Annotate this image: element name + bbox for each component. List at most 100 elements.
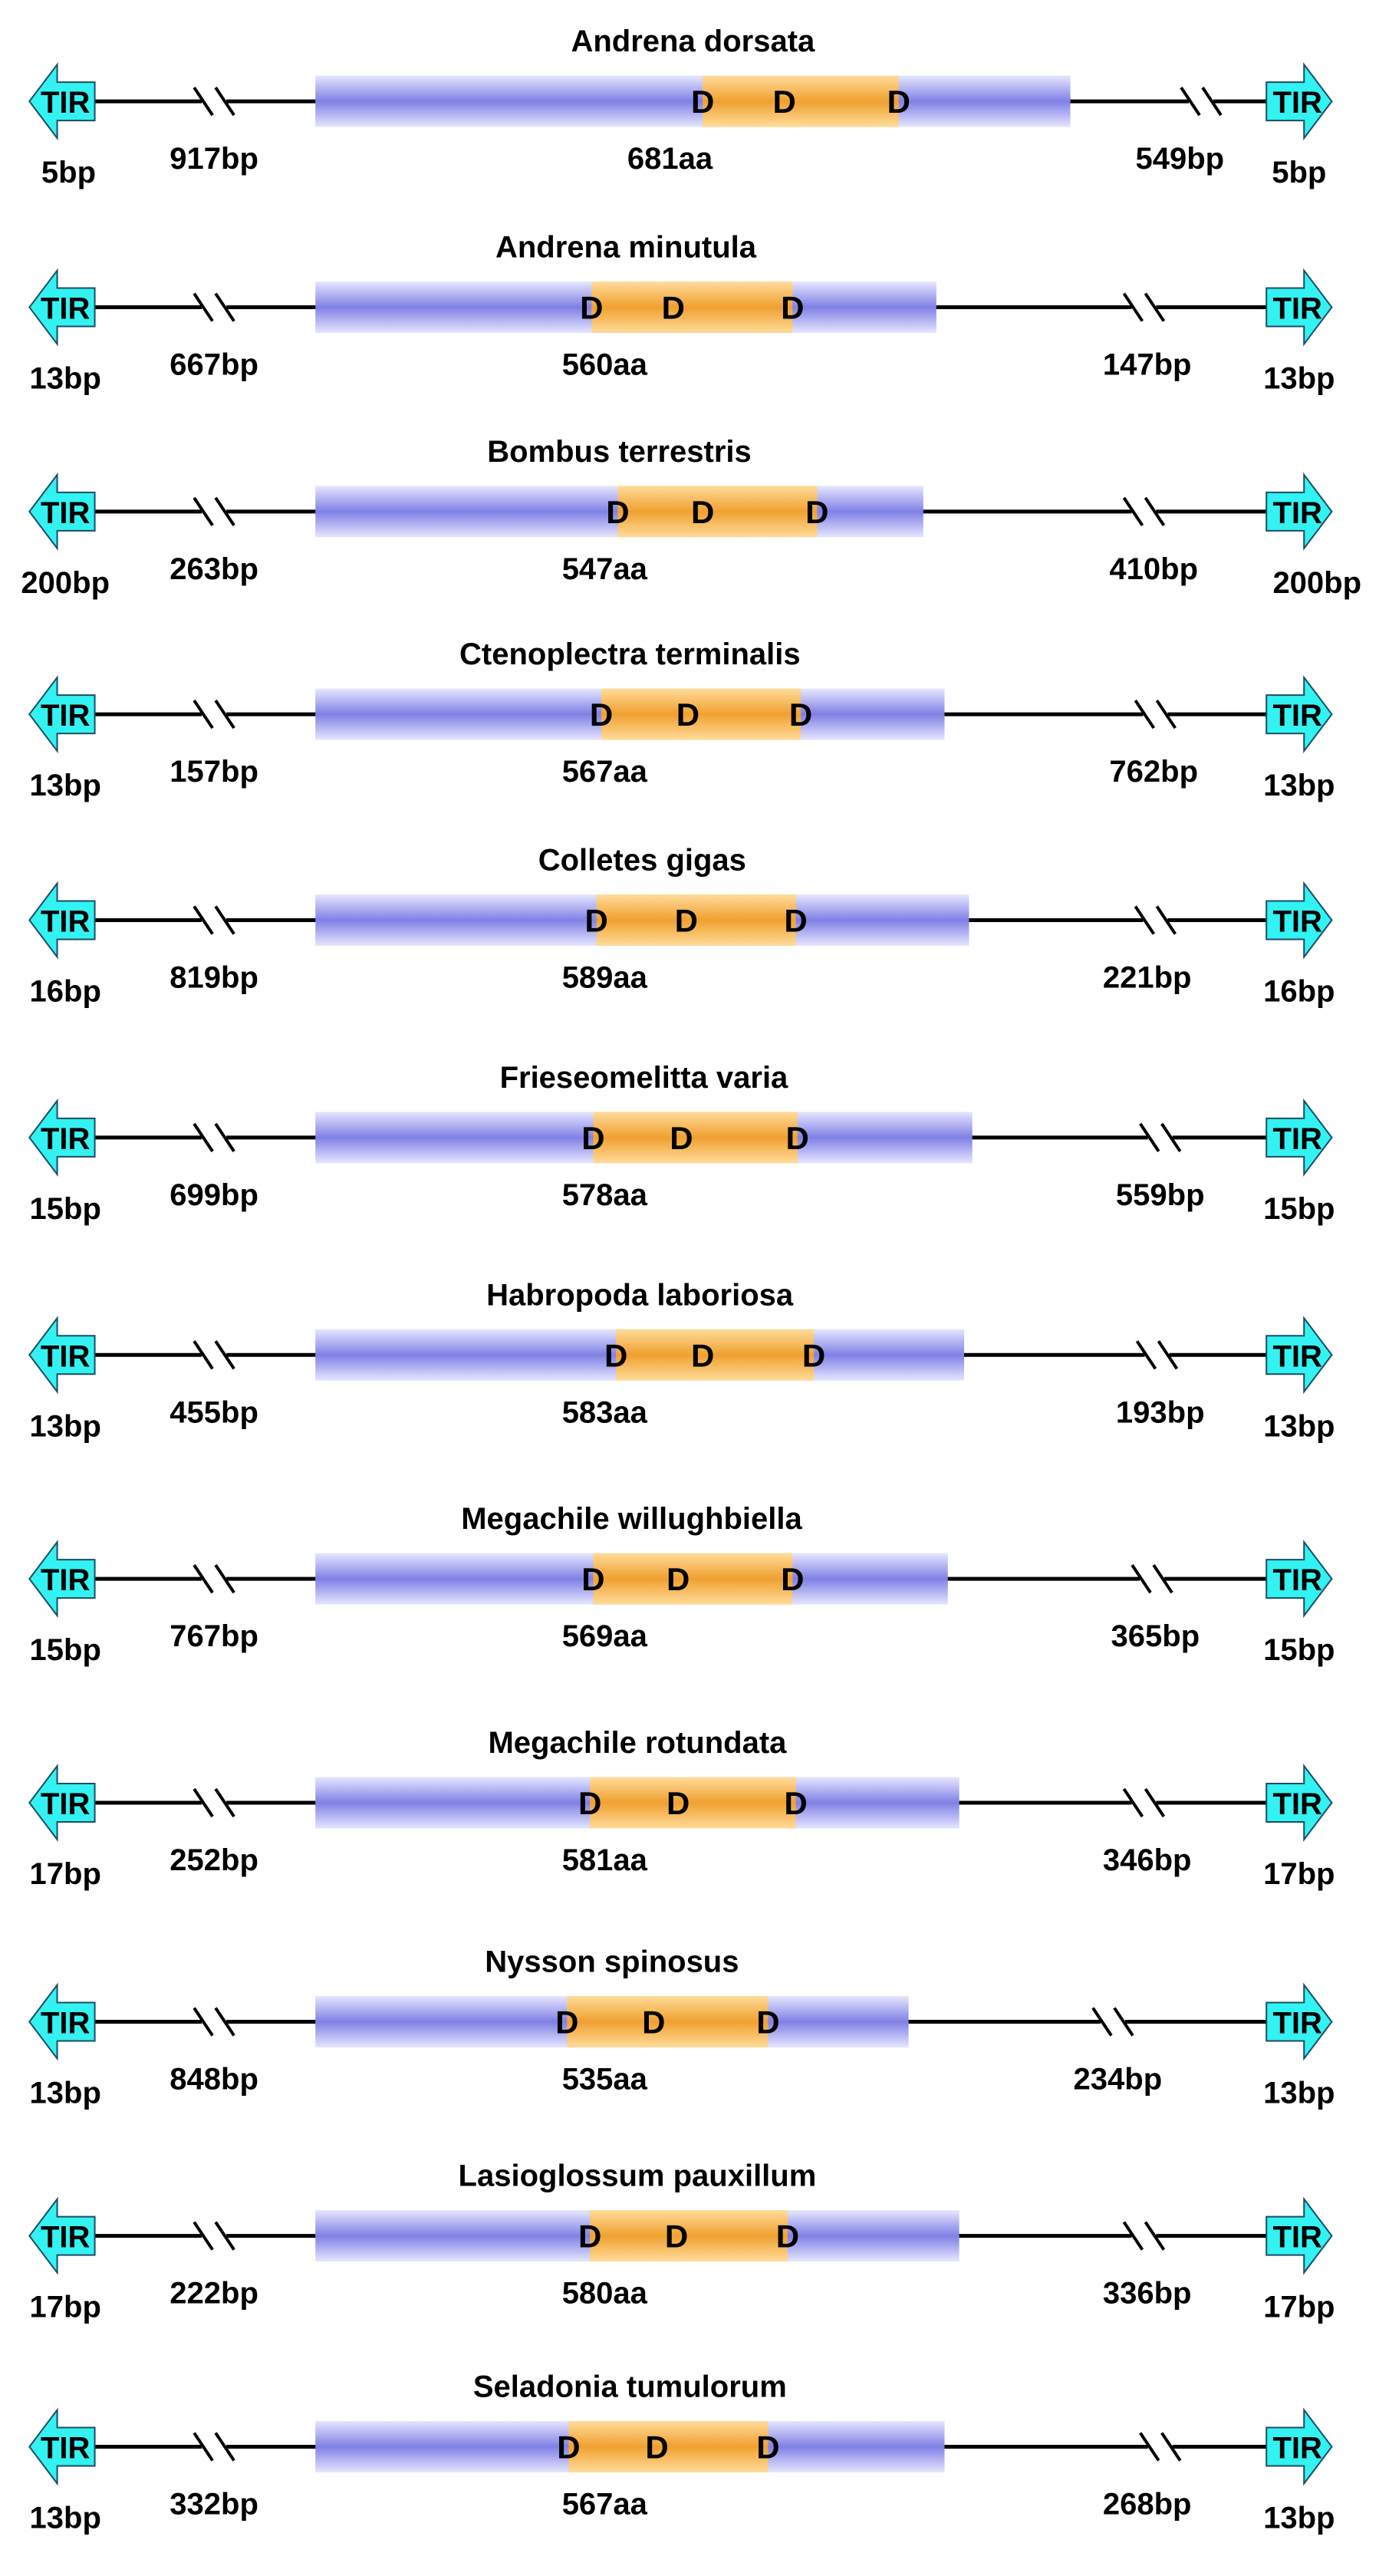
species-title: Lasioglossum pauxillum [459,2159,817,2193]
orf-length-label: 580aa [562,2277,648,2311]
break-gap [202,1123,227,1151]
ddd-domain-box [591,282,793,334]
residue-d-second: D [676,697,699,733]
break-gap [202,1341,227,1369]
tir-label-right: TIR [1272,1122,1322,1156]
tir-arrow-left [28,675,96,754]
tir-length-left: 13bp [30,1409,101,1443]
tir-length-left: 5bp [41,156,96,189]
break-slash [1122,292,1144,322]
utr5-length-label: 222bp [170,2277,258,2311]
tir-label-left: TIR [41,292,91,326]
species-title: Andrena minutula [495,231,757,265]
tir-label-right: TIR [1272,1563,1322,1597]
orf-length-label: 583aa [562,1395,648,1429]
break-slash [214,2221,235,2251]
tir-label-right: TIR [1272,2431,1322,2465]
break-slash [214,1787,235,1818]
break-mark-3prime [1122,1787,1166,1818]
species-title: Megachile willughbiella [461,1502,802,1536]
break-slash [1155,905,1177,935]
break-gap [202,293,227,321]
tir-arrow-left [28,2407,96,2486]
tir-arrow-right [1266,881,1333,960]
residue-d-first: D [557,2429,580,2465]
element-row: Andrena dorsata D D D TIR TIR 5bp 917bp 681aa 549… [28,25,1333,189]
break-gap [1147,1123,1173,1151]
tir-label-left: TIR [41,496,91,530]
utr3-length-label: 559bp [1116,1178,1205,1212]
ddd-domain-box [601,688,801,740]
break-slash [214,2432,235,2462]
tir-label-right: TIR [1272,1339,1322,1373]
break-gap [202,87,227,116]
break-slash [1180,86,1201,117]
orf-length-label: 560aa [562,348,648,382]
tir-length-right: 17bp [1263,1857,1335,1891]
tir-length-right: 16bp [1263,975,1335,1009]
break-slash [1122,2221,1144,2251]
utr3-length-label: 336bp [1103,2277,1192,2311]
break-gap [202,2222,227,2250]
residue-d-first: D [581,1561,604,1597]
tir-length-left: 13bp [30,2077,101,2110]
break-gap [202,2433,227,2461]
utr3-length-label: 346bp [1103,1843,1192,1877]
tir-arrow-left [28,1982,96,2061]
element-row: Seladonia tumulorum D D D TIR TIR 13bp 332bp 567… [28,2370,1335,2535]
break-gap [1131,497,1157,525]
break-slash [1144,496,1166,526]
tir-length-right: 200bp [1272,566,1361,600]
utr3-length-label: 410bp [1109,552,1198,586]
species-title: Megachile rotundata [488,1726,787,1760]
residue-d-third: D [887,84,910,120]
ddd-domain-box [617,486,818,538]
utr5-length-label: 819bp [170,961,258,995]
residue-d-third: D [789,697,812,733]
element-row: Colletes gigas D D D TIR TIR 16bp 819bp 589aa 221… [28,844,1335,1009]
break-slash [214,86,235,117]
residue-d-third: D [781,290,804,326]
break-mark-5prime [193,2007,235,2037]
tir-length-left: 13bp [30,769,101,802]
break-gap [1131,1789,1157,1817]
break-slash [1155,699,1177,730]
break-mark-5prime [193,905,235,935]
utr3-length-label: 365bp [1111,1619,1200,1653]
element-row: Andrena minutula D D D TIR TIR 13bp 667bp 560aa 1… [28,231,1335,396]
break-mark-3prime [1139,1122,1182,1152]
residue-d-second: D [667,1785,690,1821]
residue-d-first: D [555,2004,578,2041]
utr3-length-label: 268bp [1103,2487,1192,2521]
utr5-length-label: 848bp [170,2063,258,2097]
tir-label-left: TIR [41,699,91,733]
ddd-domain-box [568,2420,769,2472]
break-slash [1091,2007,1113,2037]
tir-arrow-left [28,2196,96,2275]
break-slash [1131,1564,1152,1594]
break-mark-5prime [193,1787,235,1818]
utr5-length-label: 699bp [170,1178,258,1212]
tir-arrow-left [28,268,96,347]
break-slash [1160,1122,1182,1152]
break-mark-5prime [193,1564,235,1594]
residue-d-second: D [773,84,796,120]
residue-d-third: D [776,2219,799,2255]
break-gap [1144,1341,1170,1369]
break-mark-5prime [193,496,235,526]
tir-length-right: 13bp [1263,362,1335,396]
tir-length-right: 13bp [1263,769,1335,802]
utr5-length-label: 252bp [170,1843,258,1877]
residue-d-first: D [606,494,629,530]
residue-d-first: D [590,697,613,733]
break-gap [1100,2008,1125,2036]
break-slash [193,2007,214,2037]
utr3-length-label: 549bp [1135,142,1224,176]
tir-arrow-right [1266,62,1333,141]
tir-length-left: 200bp [21,566,110,600]
tir-length-right: 15bp [1263,1192,1335,1226]
tir-arrow-right [1266,1764,1333,1843]
tir-length-right: 5bp [1272,156,1326,189]
tir-label-left: TIR [41,1787,91,1821]
break-slash [214,496,235,526]
